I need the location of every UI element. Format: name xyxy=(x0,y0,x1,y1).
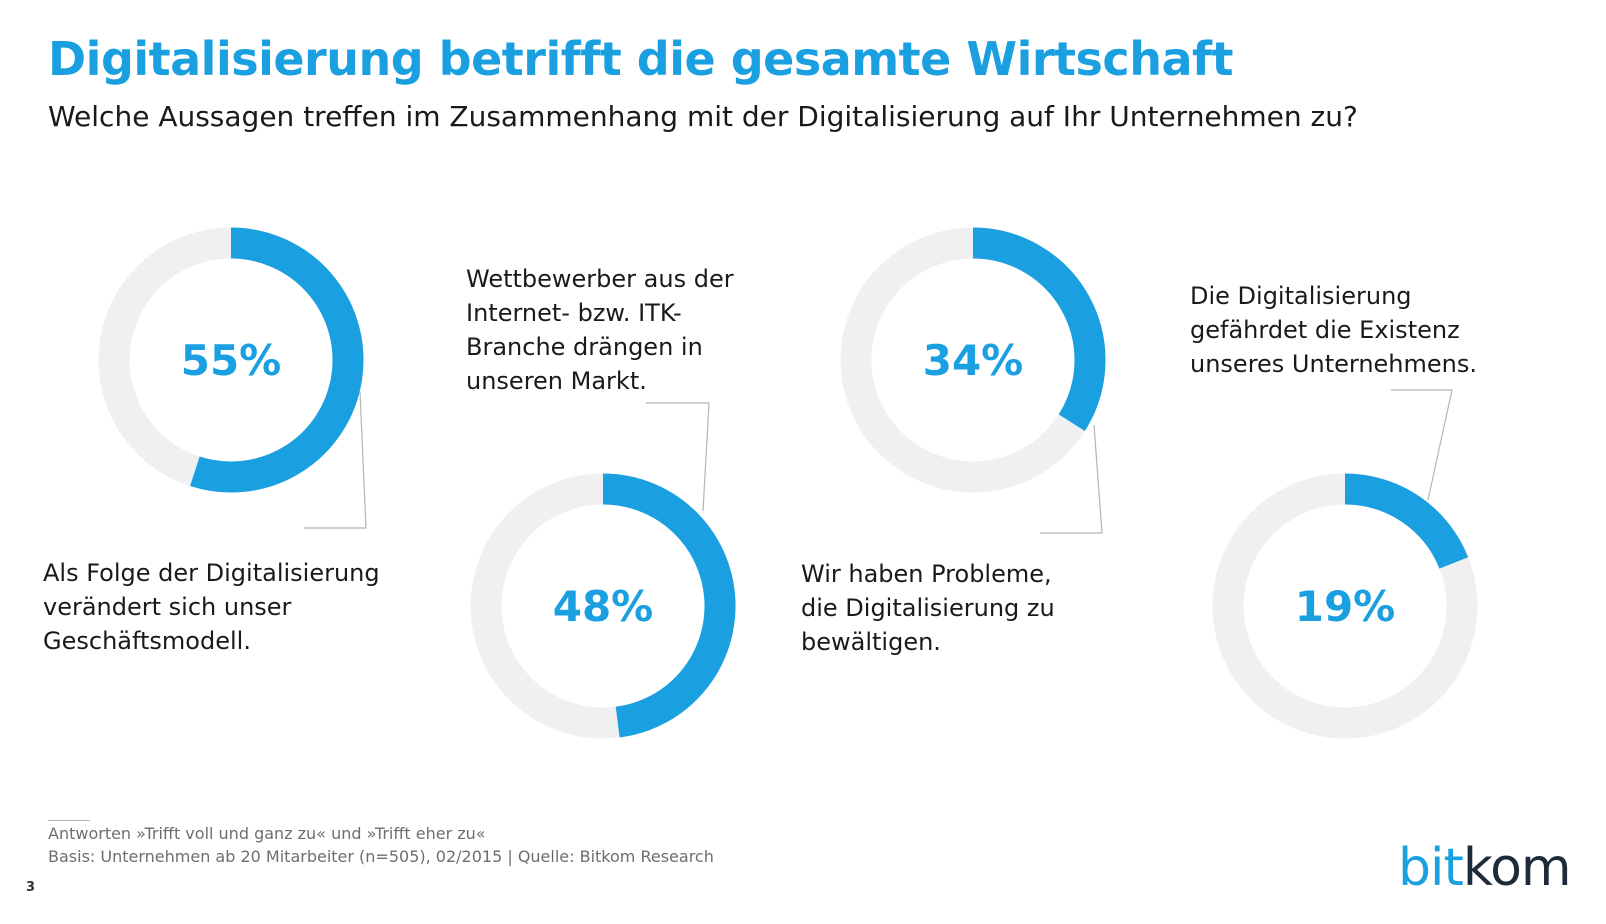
donut-value-arc xyxy=(972,227,1106,431)
statement-line: unseres Unternehmens. xyxy=(1190,350,1478,378)
donut-value-arc xyxy=(1344,473,1469,570)
statement-label-3: Wir haben Probleme, die Digitalisierung … xyxy=(801,557,1055,659)
statement-line: bewältigen. xyxy=(801,628,941,656)
footnote-answers: Antworten »Trifft voll und ganz zu« und … xyxy=(48,824,486,843)
statement-line: gefährdet die Existenz xyxy=(1190,316,1460,344)
statement-line: Wir haben Probleme, xyxy=(801,560,1052,588)
logo-part-bit: bit xyxy=(1398,838,1464,898)
bitkom-logo: bitkom xyxy=(1398,838,1572,898)
donut-value-label: 48% xyxy=(553,582,654,631)
statement-label-2: Wettbewerber aus der Internet- bzw. ITK-… xyxy=(466,262,734,398)
statement-line: Wettbewerber aus der xyxy=(466,265,734,293)
page-subtitle: Welche Aussagen treffen im Zusammenhang … xyxy=(48,100,1358,133)
statement-label-4: Die Digitalisierung gefährdet die Existe… xyxy=(1190,279,1477,381)
statement-line: verändert sich unser xyxy=(43,593,292,621)
statement-line: Geschäftsmodell. xyxy=(43,627,251,655)
statement-line: unseren Markt. xyxy=(466,367,647,395)
statement-label-1: Als Folge der Digitalisierung verändert … xyxy=(43,556,380,658)
connector-line xyxy=(1040,424,1103,534)
connector-line xyxy=(1391,389,1453,501)
statement-line: Als Folge der Digitalisierung xyxy=(43,559,380,587)
donut-value-label: 19% xyxy=(1295,582,1396,631)
connector-line xyxy=(646,402,710,512)
donut-value-label: 34% xyxy=(923,336,1024,385)
statement-line: die Digitalisierung zu xyxy=(801,594,1055,622)
page-number: 3 xyxy=(26,880,36,895)
donut-value-arc xyxy=(190,227,364,493)
donut-value-arc xyxy=(602,473,736,738)
footnote-basis: Basis: Unternehmen ab 20 Mitarbeiter (n=… xyxy=(48,847,714,866)
logo-part-kom: kom xyxy=(1462,838,1572,898)
connector-line xyxy=(304,391,367,529)
statement-line: Die Digitalisierung xyxy=(1190,282,1412,310)
statement-line: Internet- bzw. ITK- xyxy=(466,299,682,327)
statement-line: Branche drängen in xyxy=(466,333,703,361)
page-title: Digitalisierung betrifft die gesamte Wir… xyxy=(48,32,1234,86)
footer-divider xyxy=(48,820,90,821)
donut-value-label: 55% xyxy=(181,336,282,385)
